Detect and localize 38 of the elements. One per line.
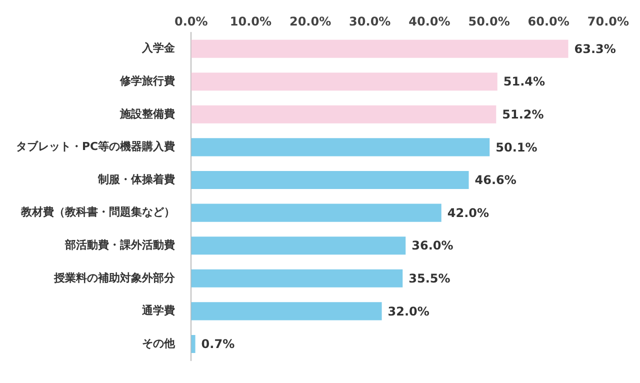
x-tick-label: 50.0% xyxy=(468,14,510,28)
y-tick-label: 施設整備費 xyxy=(119,107,176,120)
bar xyxy=(191,302,382,320)
x-tick-label: 30.0% xyxy=(349,14,391,28)
data-label: 63.3% xyxy=(574,42,616,56)
x-tick-label: 20.0% xyxy=(289,14,332,28)
data-label: 51.2% xyxy=(502,108,544,122)
y-tick-label: 入学金 xyxy=(141,42,176,55)
bar xyxy=(191,204,442,222)
data-label: 46.6% xyxy=(474,173,516,188)
data-label: 32.0% xyxy=(388,304,430,318)
x-tick-label: 0.0% xyxy=(174,14,208,28)
data-label: 51.4% xyxy=(503,74,546,89)
bar xyxy=(191,72,498,91)
bar xyxy=(191,334,196,354)
y-tick-label: 通学費 xyxy=(141,304,176,318)
bar xyxy=(191,105,496,124)
y-tick-label: その他 xyxy=(142,336,176,350)
bar xyxy=(191,40,568,58)
data-label: 50.1% xyxy=(496,140,538,154)
data-label: 35.5% xyxy=(408,272,450,286)
y-tick-label: 制服・体操着費 xyxy=(97,172,176,186)
data-label: 0.7% xyxy=(201,337,235,352)
data-label: 42.0% xyxy=(447,206,490,220)
y-tick-label: タブレット・PC等の機器購入費 xyxy=(16,140,176,154)
x-tick-label: 70.0% xyxy=(587,14,630,28)
y-tick-label: 部活動費・課外活動費 xyxy=(64,238,176,252)
x-tick-label: 60.0% xyxy=(528,14,570,28)
bar xyxy=(191,170,469,190)
y-tick-label: 修学旅行費 xyxy=(119,74,176,88)
bar xyxy=(191,269,403,288)
y-tick-label: 授業料の補助対象外部分 xyxy=(53,271,176,284)
y-tick-label: 教材費（教科書・問題集など） xyxy=(20,206,176,219)
data-label: 36.0% xyxy=(412,238,454,253)
x-tick-label: 10.0% xyxy=(230,14,272,28)
bar xyxy=(191,138,490,156)
x-tick-label: 40.0% xyxy=(408,14,450,28)
bar xyxy=(191,236,406,255)
